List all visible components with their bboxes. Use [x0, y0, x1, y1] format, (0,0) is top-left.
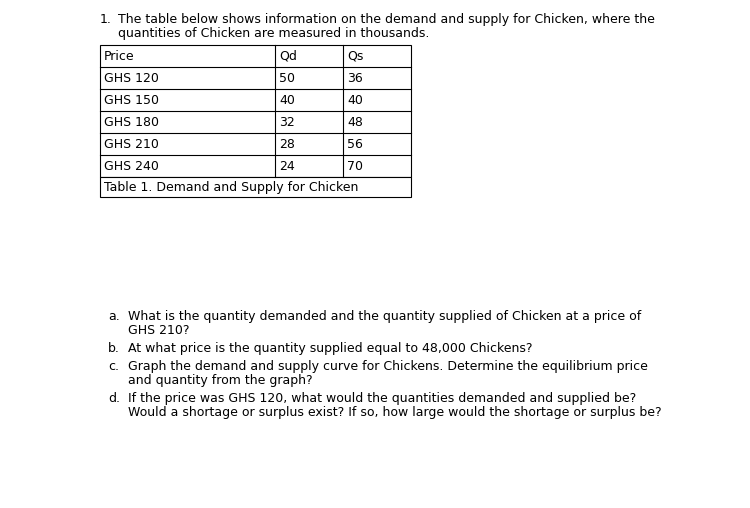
Text: 48: 48: [347, 115, 363, 129]
Text: and quantity from the graph?: and quantity from the graph?: [128, 374, 313, 387]
Text: 24: 24: [279, 160, 295, 173]
Text: 50: 50: [279, 72, 295, 84]
Text: GHS 210: GHS 210: [104, 138, 159, 150]
Text: Qs: Qs: [347, 49, 363, 62]
Text: GHS 210?: GHS 210?: [128, 324, 190, 337]
Text: GHS 180: GHS 180: [104, 115, 159, 129]
Text: Graph the demand and supply curve for Chickens. Determine the equilibrium price: Graph the demand and supply curve for Ch…: [128, 360, 648, 373]
Text: GHS 120: GHS 120: [104, 72, 159, 84]
Text: d.: d.: [108, 392, 120, 405]
Text: 40: 40: [279, 93, 295, 107]
Text: The table below shows information on the demand and supply for Chicken, where th: The table below shows information on the…: [118, 13, 655, 26]
Text: What is the quantity demanded and the quantity supplied of Chicken at a price of: What is the quantity demanded and the qu…: [128, 310, 641, 323]
Text: b.: b.: [108, 342, 120, 355]
Text: a.: a.: [108, 310, 120, 323]
Text: 70: 70: [347, 160, 363, 173]
Text: Price: Price: [104, 49, 135, 62]
Text: GHS 150: GHS 150: [104, 93, 159, 107]
Text: Table 1. Demand and Supply for Chicken: Table 1. Demand and Supply for Chicken: [104, 180, 358, 194]
Text: At what price is the quantity supplied equal to 48,000 Chickens?: At what price is the quantity supplied e…: [128, 342, 532, 355]
Text: c.: c.: [108, 360, 119, 373]
Text: 40: 40: [347, 93, 363, 107]
Text: GHS 240: GHS 240: [104, 160, 159, 173]
Text: 32: 32: [279, 115, 295, 129]
Bar: [100, 177, 411, 197]
Text: If the price was GHS 120, what would the quantities demanded and supplied be?: If the price was GHS 120, what would the…: [128, 392, 636, 405]
Bar: [100, 45, 411, 177]
Text: 1.: 1.: [100, 13, 112, 26]
Text: quantities of Chicken are measured in thousands.: quantities of Chicken are measured in th…: [118, 27, 429, 40]
Text: Would a shortage or surplus exist? If so, how large would the shortage or surplu: Would a shortage or surplus exist? If so…: [128, 406, 662, 419]
Text: 36: 36: [347, 72, 363, 84]
Text: Qd: Qd: [279, 49, 297, 62]
Text: 28: 28: [279, 138, 295, 150]
Text: 56: 56: [347, 138, 363, 150]
